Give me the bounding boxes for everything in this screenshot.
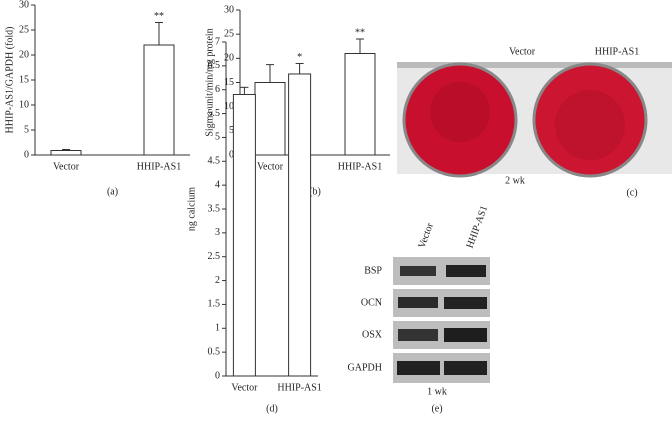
y-tick-label: 7 [215, 36, 220, 47]
caption: (c) [626, 187, 637, 198]
x-tick-label: Vector [53, 161, 80, 172]
y-tick-label: 30 [224, 4, 234, 15]
band [444, 297, 487, 309]
x-tick-label: HHIP-AS1 [277, 382, 321, 393]
y-tick-label: 6.5 [208, 60, 221, 71]
bar [288, 73, 312, 377]
time-label: 2 wk [505, 175, 525, 186]
bar [254, 82, 286, 156]
plate-edge [397, 62, 672, 68]
y-tick-label: 2 [215, 275, 220, 286]
y-tick-label: 15 [19, 74, 29, 85]
y-tick-label: 15 [224, 77, 234, 88]
panel-c: Vector HHIP-AS1 2 wk (c) [397, 46, 672, 198]
caption: (a) [107, 186, 118, 197]
y-tick-label: 4.5 [208, 156, 221, 167]
bar [50, 150, 82, 156]
y-tick-label: 3.5 [208, 203, 221, 214]
band [398, 329, 438, 341]
y-axis-label: ng calcium [186, 187, 197, 231]
bar [232, 93, 256, 377]
stain [430, 82, 490, 142]
y-tick-label: 1.5 [208, 299, 221, 310]
y-tick-label: 0 [229, 149, 234, 160]
y-tick-label: 5.5 [208, 108, 221, 119]
y-tick-label: 20 [19, 49, 29, 60]
y-tick-label: 5 [229, 125, 234, 136]
y-tick-label: 25 [224, 28, 234, 39]
time-label: 1 wk [427, 386, 447, 397]
y-tick-label: 25 [19, 24, 29, 35]
y-tick-label: 0 [24, 149, 29, 160]
column-label: HHIP-AS1 [465, 204, 491, 250]
band [444, 361, 487, 375]
y-tick-label: 2.5 [208, 251, 221, 262]
y-tick-label: 0 [215, 370, 220, 381]
annotation: ** [154, 11, 164, 22]
x-tick-label: Vector [257, 161, 284, 172]
y-tick-label: 20 [224, 53, 234, 64]
panel-e: Vector HHIP-AS1 BSP OCN OSX GAPDH 1 wk (… [348, 204, 491, 414]
caption: (b) [309, 186, 321, 197]
well [532, 62, 648, 178]
band [446, 265, 486, 277]
band [397, 361, 440, 375]
band [398, 297, 438, 308]
y-tick-label: 1 [215, 323, 220, 334]
y-tick-label: 5 [24, 124, 29, 135]
annotation: * [297, 52, 302, 63]
row-label: OCN [361, 297, 382, 308]
band [400, 266, 436, 276]
bar [344, 53, 376, 156]
y-tick-label: 3 [215, 227, 220, 238]
y-tick-label: 6 [215, 84, 220, 95]
band [444, 328, 487, 342]
x-tick-label: HHIP-AS1 [338, 161, 382, 172]
y-tick-label: 10 [224, 101, 234, 112]
y-tick-label: 10 [19, 99, 29, 110]
y-tick-label: 0.5 [208, 346, 221, 357]
column-label: Vector [509, 46, 536, 57]
x-tick-label: Vector [231, 382, 258, 393]
row-label: BSP [364, 265, 382, 276]
y-tick-label: 5 [215, 132, 220, 143]
annotation: ** [355, 27, 365, 38]
caption: (e) [431, 403, 442, 414]
column-label: HHIP-AS1 [595, 46, 639, 57]
y-tick-label: 4 [215, 179, 220, 190]
y-tick-label: 30 [19, 0, 29, 10]
y-axis-label: Sigma unit/min/mg protein [204, 28, 215, 136]
y-axis-label: HHIP-AS1/GAPDH (fold) [4, 27, 15, 134]
stain [555, 90, 625, 160]
caption: (d) [266, 403, 278, 414]
row-label: GAPDH [348, 362, 382, 373]
column-label: Vector [417, 221, 436, 250]
well [402, 62, 518, 178]
row-label: OSX [362, 329, 383, 340]
bar [143, 44, 175, 156]
x-tick-label: HHIP-AS1 [137, 161, 181, 172]
